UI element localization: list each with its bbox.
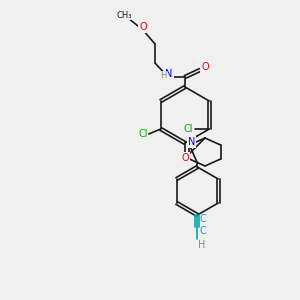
Text: O: O [139,22,147,32]
Text: Cl: Cl [184,124,193,134]
Text: N: N [188,137,195,147]
Text: H: H [160,71,166,80]
Text: CH₃: CH₃ [116,11,132,20]
Text: C: C [199,226,206,236]
Text: O: O [201,62,209,72]
Text: Cl: Cl [138,129,148,139]
Text: O: O [181,153,189,163]
Text: N: N [165,69,173,79]
Text: C: C [199,214,206,224]
Text: H: H [198,240,205,250]
